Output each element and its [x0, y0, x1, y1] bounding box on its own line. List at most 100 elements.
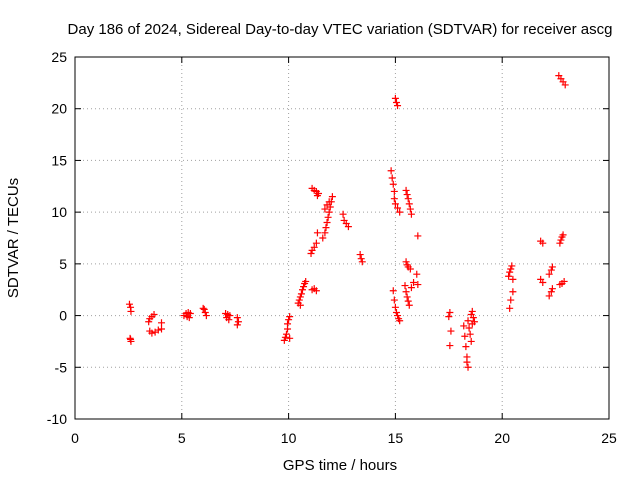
- data-point: [467, 337, 475, 345]
- data-point: [467, 311, 475, 319]
- data-point: [509, 288, 517, 296]
- data-point: [158, 319, 166, 327]
- data-point: [560, 277, 568, 285]
- data-point: [506, 268, 514, 276]
- data-point: [507, 296, 515, 304]
- data-point: [559, 231, 567, 239]
- data-point: [339, 210, 347, 218]
- data-point: [390, 296, 398, 304]
- data-point: [201, 308, 209, 316]
- data-point: [396, 208, 404, 216]
- y-tick-label: 15: [51, 152, 67, 168]
- data-point: [410, 278, 418, 286]
- data-point: [202, 312, 210, 320]
- data-point: [325, 198, 333, 206]
- data-point: [539, 278, 547, 286]
- data-point: [186, 310, 194, 318]
- data-point: [298, 286, 306, 294]
- data-point: [307, 250, 315, 258]
- data-point: [296, 293, 304, 301]
- data-point: [158, 325, 166, 333]
- data-point: [394, 102, 402, 110]
- data-point: [413, 270, 421, 278]
- y-tick-label: 10: [51, 204, 67, 220]
- data-point: [462, 343, 470, 351]
- data-point: [127, 307, 135, 315]
- data-point: [319, 234, 327, 242]
- data-point: [185, 314, 193, 322]
- data-point: [284, 320, 292, 328]
- y-tick-label: 20: [51, 101, 67, 117]
- y-tick-label: -5: [55, 359, 68, 375]
- data-point: [548, 285, 556, 293]
- data-point: [233, 321, 241, 329]
- data-point: [300, 283, 308, 291]
- data-point: [390, 187, 398, 195]
- data-point: [446, 342, 454, 350]
- data-point: [547, 288, 555, 296]
- data-point: [465, 324, 473, 332]
- data-point: [414, 281, 422, 289]
- data-point: [392, 99, 400, 107]
- y-axis-title: SDTVAR / TECUs: [5, 178, 22, 298]
- data-point: [402, 186, 410, 194]
- data-point: [470, 318, 478, 326]
- plot-frame: [74, 56, 610, 420]
- data-point: [321, 229, 329, 237]
- data-point: [391, 200, 399, 208]
- data-point: [548, 263, 556, 271]
- data-point: [391, 94, 399, 102]
- data-point: [461, 332, 469, 340]
- y-tick-label: 25: [51, 49, 67, 65]
- data-point: [406, 205, 414, 213]
- chart-title: Day 186 of 2024, Sidereal Day-to-day VTE…: [68, 21, 613, 38]
- data-point: [282, 330, 290, 338]
- data-point: [281, 333, 289, 341]
- data-point: [387, 167, 395, 175]
- data-point: [312, 287, 320, 295]
- data-point: [404, 297, 412, 305]
- data-point: [148, 329, 156, 337]
- data-point: [200, 305, 208, 313]
- data-point: [150, 311, 158, 319]
- data-point: [460, 322, 468, 330]
- data-point: [154, 326, 162, 334]
- data-point: [356, 251, 364, 259]
- data-point: [297, 290, 305, 298]
- grid: [75, 57, 609, 419]
- data-point: [226, 312, 234, 320]
- data-point: [321, 205, 329, 213]
- data-point: [280, 336, 288, 344]
- data-point: [199, 304, 207, 312]
- data-point: [401, 282, 409, 290]
- data-point: [445, 313, 453, 321]
- x-tick-label: 5: [178, 430, 186, 446]
- data-points: [125, 72, 569, 371]
- data-point: [285, 316, 293, 324]
- data-point: [402, 258, 410, 266]
- data-point: [556, 239, 564, 247]
- x-tick-label: 25: [601, 430, 617, 446]
- data-point: [312, 239, 320, 247]
- y-tick-label: -10: [47, 411, 67, 427]
- data-point: [394, 204, 402, 212]
- data-point: [446, 308, 454, 316]
- data-point: [405, 301, 413, 309]
- data-point: [390, 195, 398, 203]
- data-point: [407, 284, 415, 292]
- data-point: [313, 229, 321, 237]
- data-point: [145, 318, 153, 326]
- data-point: [389, 180, 397, 188]
- axis-ticks: 0 5 10 15 20 25 -10 -5 0 5 10 15 20 25: [47, 49, 617, 446]
- data-point: [403, 191, 411, 199]
- data-point: [392, 308, 400, 316]
- data-point: [447, 327, 455, 335]
- x-tick-label: 0: [71, 430, 79, 446]
- data-point: [394, 312, 402, 320]
- data-point: [389, 287, 397, 295]
- data-point: [286, 334, 294, 342]
- data-point: [509, 275, 517, 283]
- data-point: [302, 277, 310, 285]
- data-point: [396, 317, 404, 325]
- data-point: [506, 304, 514, 312]
